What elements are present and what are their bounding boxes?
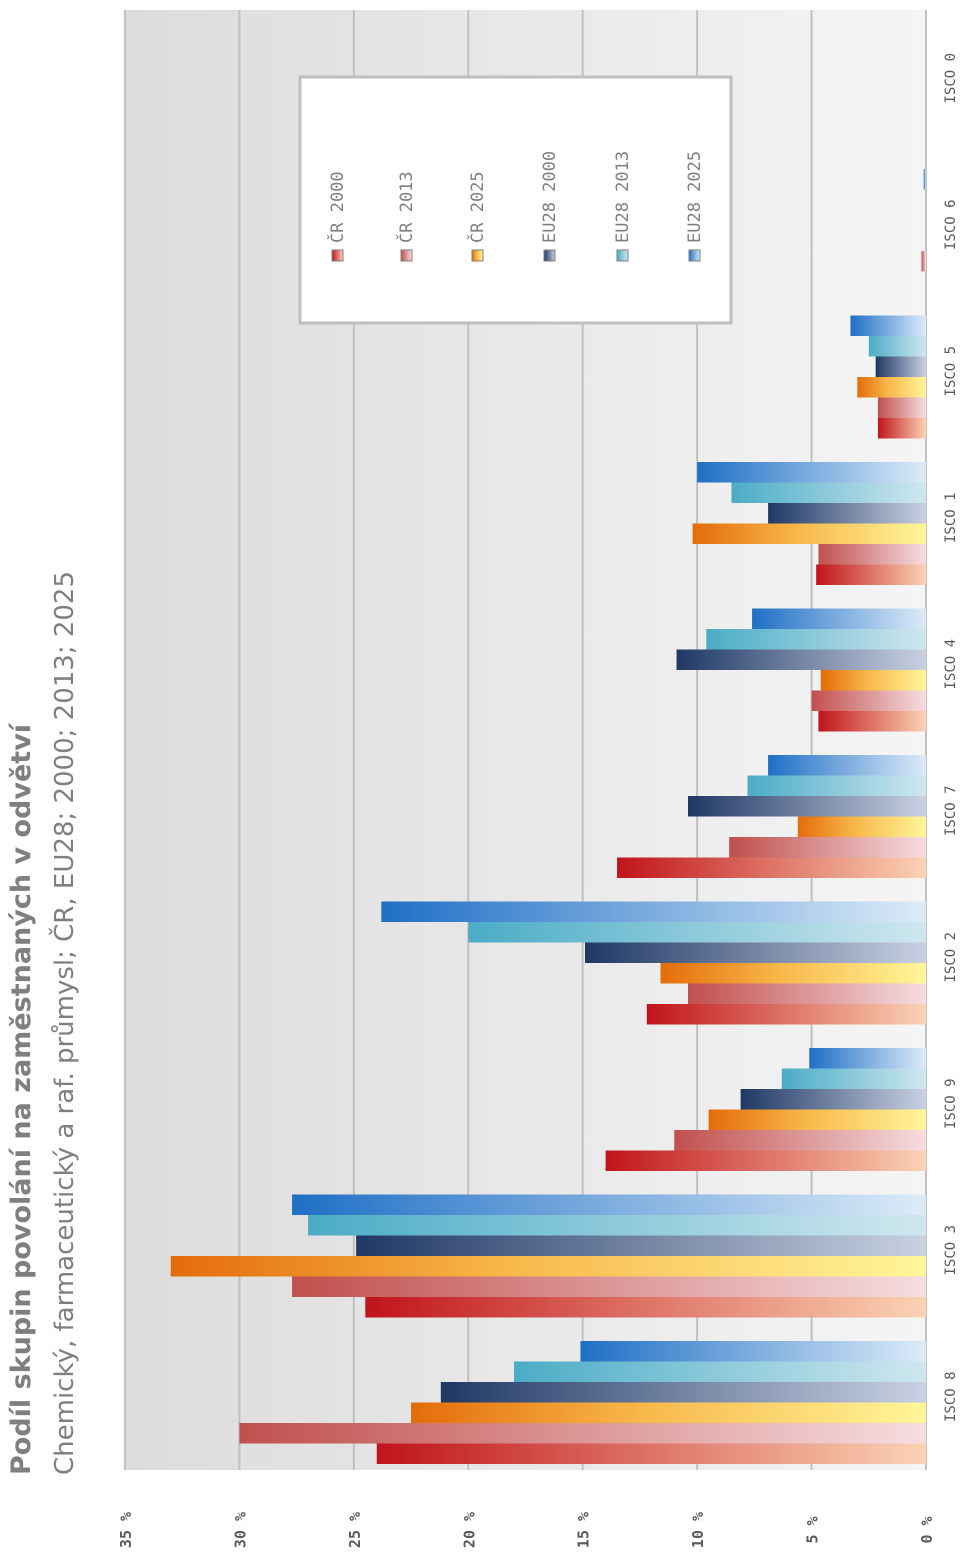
legend-label: ČR 2013 bbox=[395, 171, 417, 243]
bar bbox=[731, 482, 926, 503]
value-axis-ticks: 0 % 5 % 10 % 15 % 20 % 25 % 30 % 35 % bbox=[117, 1512, 936, 1548]
bar bbox=[923, 169, 926, 190]
category-label: ISCO 5 bbox=[943, 346, 959, 397]
category-group bbox=[605, 1048, 926, 1171]
bar bbox=[697, 462, 926, 483]
legend-label: ČR 2025 bbox=[466, 171, 488, 243]
legend-swatch bbox=[471, 249, 484, 262]
category-group bbox=[692, 462, 926, 585]
value-tick-label: 10 % bbox=[689, 1512, 707, 1548]
legend-swatch bbox=[331, 249, 344, 262]
bar bbox=[687, 796, 926, 817]
bar bbox=[687, 983, 926, 1004]
value-tick-label: 35 % bbox=[117, 1512, 135, 1548]
bar bbox=[706, 629, 926, 650]
bar bbox=[708, 1109, 926, 1130]
bar bbox=[752, 608, 926, 629]
value-tick-label: 15 % bbox=[575, 1512, 593, 1548]
value-tick-label: 25 % bbox=[346, 1512, 364, 1548]
category-group bbox=[617, 755, 926, 878]
bar bbox=[818, 544, 926, 565]
chart-subtitle: Chemický, farmaceutický a raf. průmysl; … bbox=[48, 571, 80, 1475]
legend-label: EU28 2025 bbox=[685, 151, 705, 243]
legend-swatch bbox=[616, 249, 629, 262]
legend-label: EU28 2000 bbox=[540, 151, 560, 243]
category-label: ISCO 8 bbox=[943, 1371, 959, 1422]
value-tick-label: 20 % bbox=[460, 1512, 478, 1548]
bar bbox=[868, 336, 926, 357]
bar bbox=[747, 775, 926, 796]
bar bbox=[820, 670, 926, 691]
category-label: ISCO 0 bbox=[943, 53, 959, 104]
category-label: ISCO 3 bbox=[943, 1225, 959, 1276]
bar bbox=[857, 377, 926, 398]
bar bbox=[768, 755, 926, 776]
category-group bbox=[676, 608, 926, 732]
bar bbox=[646, 1004, 926, 1025]
bar bbox=[585, 942, 926, 963]
bar bbox=[676, 649, 926, 670]
category-label: ISCO 4 bbox=[943, 639, 959, 690]
category-label: ISCO 9 bbox=[943, 1078, 959, 1129]
bar bbox=[797, 816, 926, 837]
bar bbox=[674, 1130, 926, 1151]
category-label: ISCO 6 bbox=[943, 199, 959, 250]
bar bbox=[468, 922, 926, 943]
bar bbox=[768, 503, 926, 524]
chart-title: Podíl skupin povolání na zaměstnaných v … bbox=[6, 722, 37, 1475]
bar bbox=[816, 564, 926, 585]
category-group bbox=[239, 1341, 927, 1464]
bar bbox=[605, 1150, 926, 1171]
bar bbox=[617, 857, 926, 878]
bar bbox=[376, 1443, 926, 1464]
bar bbox=[308, 1215, 927, 1236]
bar bbox=[729, 837, 926, 858]
bar bbox=[850, 315, 926, 336]
bar bbox=[818, 711, 926, 732]
bar bbox=[809, 1048, 926, 1069]
bar bbox=[411, 1402, 927, 1423]
category-axis-labels: ISCO 8 ISCO 3 ISCO 9 ISCO 2 ISCO 7 ISCO 4 ISCO… bbox=[943, 53, 959, 1422]
category-label: ISCO 7 bbox=[943, 785, 959, 836]
bar bbox=[170, 1256, 926, 1277]
bar bbox=[580, 1341, 926, 1362]
legend-label: ČR 2000 bbox=[326, 171, 348, 243]
value-tick-label: 5 % bbox=[804, 1516, 822, 1543]
category-group bbox=[170, 1194, 927, 1318]
bar bbox=[239, 1423, 926, 1444]
value-tick-label: 30 % bbox=[231, 1512, 249, 1548]
legend-swatch bbox=[688, 249, 701, 262]
legend-swatch bbox=[543, 249, 556, 262]
legend-label: EU28 2013 bbox=[613, 151, 633, 243]
bar bbox=[811, 690, 926, 711]
value-tick-label: 0 % bbox=[918, 1516, 936, 1543]
bar bbox=[781, 1068, 926, 1089]
category-label: ISCO 1 bbox=[943, 492, 959, 543]
category-label: ISCO 2 bbox=[943, 932, 959, 983]
bar bbox=[292, 1194, 927, 1215]
bar bbox=[740, 1089, 926, 1110]
bar bbox=[692, 523, 926, 544]
bar bbox=[356, 1235, 926, 1256]
legend: ČR 2000 ČR 2013 ČR 2025 EU28 2000 EU28 2013 E… bbox=[298, 75, 733, 325]
legend-box bbox=[298, 75, 733, 325]
bar bbox=[514, 1361, 926, 1382]
bar bbox=[877, 397, 926, 418]
bar bbox=[877, 418, 926, 439]
bar bbox=[921, 251, 926, 272]
bar bbox=[292, 1276, 927, 1297]
bar bbox=[381, 901, 926, 922]
bar bbox=[365, 1297, 926, 1318]
bar bbox=[875, 356, 926, 377]
category-group bbox=[921, 169, 926, 272]
category-group bbox=[381, 901, 926, 1025]
bar bbox=[440, 1382, 926, 1403]
legend-swatch bbox=[400, 249, 413, 262]
category-group bbox=[850, 315, 926, 439]
bar bbox=[660, 963, 926, 984]
bars bbox=[170, 169, 927, 1464]
